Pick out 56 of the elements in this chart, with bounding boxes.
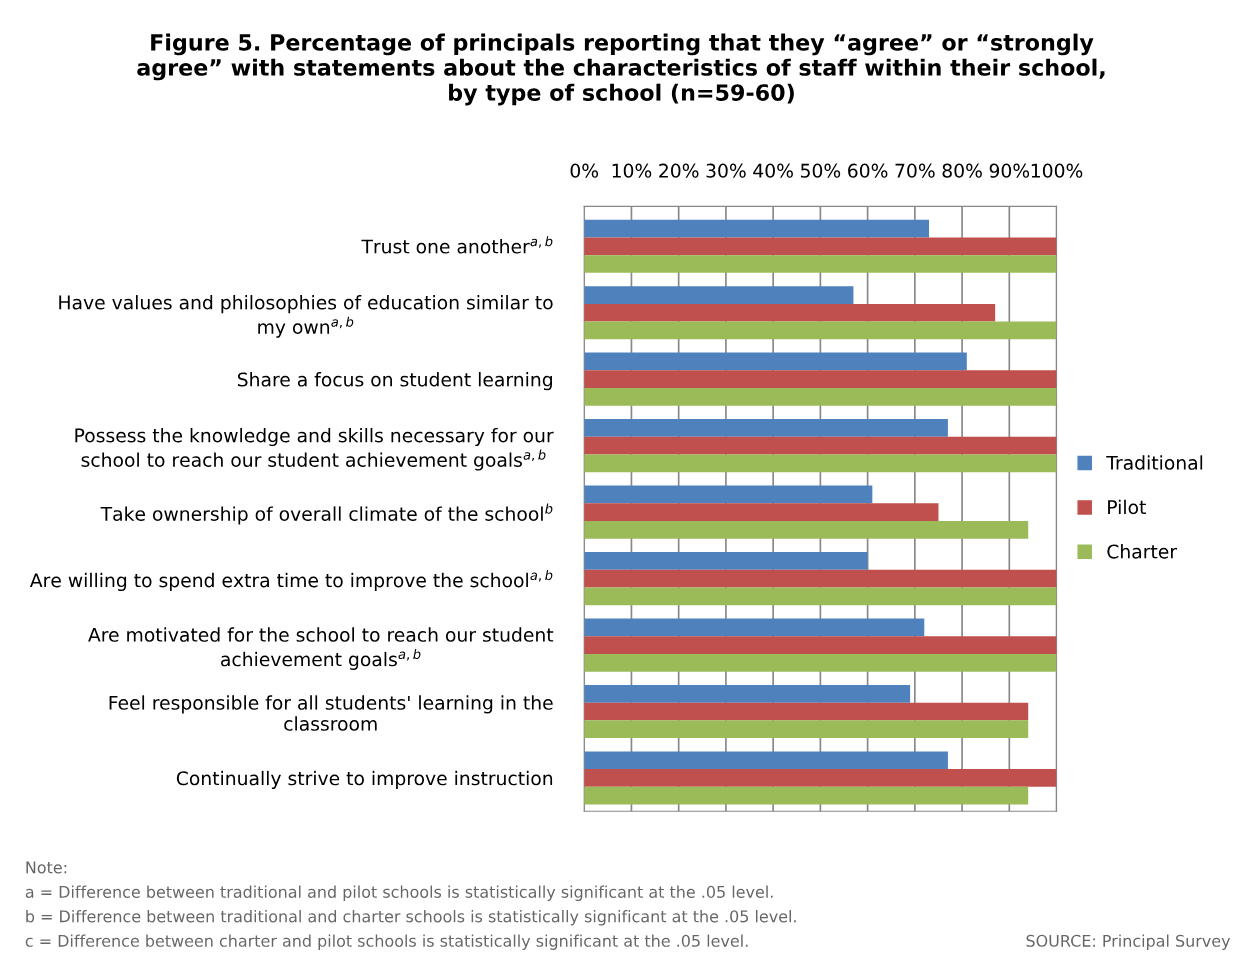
y-tick-label: Take ownership of overall climate of the school$^{b}$ bbox=[100, 503, 553, 525]
bar bbox=[584, 636, 1057, 654]
x-tick-label: 60% bbox=[848, 163, 888, 178]
text: b = Difference between traditional and charter schools is statistically significant at the .05 level. bbox=[26, 910, 796, 926]
source-note: SOURCE: Principal Survey bbox=[1026, 934, 1231, 950]
bar bbox=[584, 520, 1029, 539]
bar bbox=[584, 237, 1057, 256]
bar bbox=[584, 751, 948, 770]
legend-label: Traditional bbox=[1106, 455, 1203, 470]
y-tick-label: Continually strive to improve instruction bbox=[176, 770, 553, 789]
bar bbox=[584, 321, 1057, 340]
bar bbox=[584, 352, 967, 371]
legend-label: Pilot bbox=[1108, 499, 1146, 515]
bar bbox=[584, 653, 1057, 672]
chart-title: Figure 5. Percentage of principals reporting that they “agree” or “strongly agree” with statements about the characteristics of staff within their school, by type of school (n=59-60) bbox=[137, 33, 1105, 106]
y-tick-label: Feel responsible for all students' learning in the classroom bbox=[109, 695, 553, 731]
x-tick-label: 30% bbox=[706, 163, 746, 178]
text: c = Difference between charter and pilot schools is statistically significant at the .05 level. bbox=[25, 934, 748, 950]
y-tick-label: Trust one another$^{a,b}$ bbox=[361, 236, 553, 254]
x-tick-label: 40% bbox=[753, 163, 793, 178]
bar bbox=[584, 684, 911, 703]
bar bbox=[584, 485, 873, 504]
x-tick-label: 10% bbox=[612, 163, 652, 178]
bar bbox=[584, 370, 1057, 389]
x-tick-label: 0% bbox=[570, 163, 599, 178]
x-tick-label: 80% bbox=[942, 163, 982, 178]
bar bbox=[584, 454, 1057, 473]
bar bbox=[584, 436, 1057, 455]
bar bbox=[584, 286, 854, 304]
bar bbox=[584, 569, 1057, 588]
bar bbox=[584, 552, 868, 570]
bar bbox=[584, 219, 930, 238]
bar bbox=[584, 503, 939, 521]
x-tick-label: 70% bbox=[895, 163, 935, 178]
x-tick-label: 90% bbox=[989, 163, 1030, 178]
bar bbox=[584, 702, 1029, 721]
x-tick-label: 100% bbox=[1031, 163, 1083, 178]
text: Note: bbox=[26, 861, 67, 874]
x-tick-label: 20% bbox=[659, 163, 699, 178]
bar bbox=[584, 720, 1029, 739]
bar bbox=[584, 587, 1057, 606]
y-tick-label: Possess the knowledge and skills necessary for our school to reach our student achievement goals$^{a,b}$ bbox=[75, 427, 554, 471]
text: a = Difference between traditional and pilot schools is statistically significant at the .05 level. bbox=[25, 885, 773, 902]
y-tick-label: Share a focus on student learning bbox=[237, 372, 552, 391]
x-tick-label: 50% bbox=[800, 163, 841, 178]
legend-label: Charter bbox=[1107, 544, 1178, 559]
bar bbox=[584, 769, 1057, 787]
bar bbox=[584, 786, 1029, 805]
bar bbox=[584, 618, 925, 637]
bar bbox=[584, 388, 1057, 406]
bar bbox=[584, 303, 996, 322]
bar bbox=[584, 255, 1057, 273]
y-tick-label: Are willing to spend extra time to improve the school$^{a,b}$ bbox=[29, 569, 553, 592]
bar bbox=[584, 419, 948, 437]
y-tick-label: Have values and philosophies of education similar to my own$^{a,b}$ bbox=[59, 295, 553, 338]
y-tick-label: Are motivated for the school to reach our student achievement goals$^{a,b}$ bbox=[88, 627, 554, 670]
